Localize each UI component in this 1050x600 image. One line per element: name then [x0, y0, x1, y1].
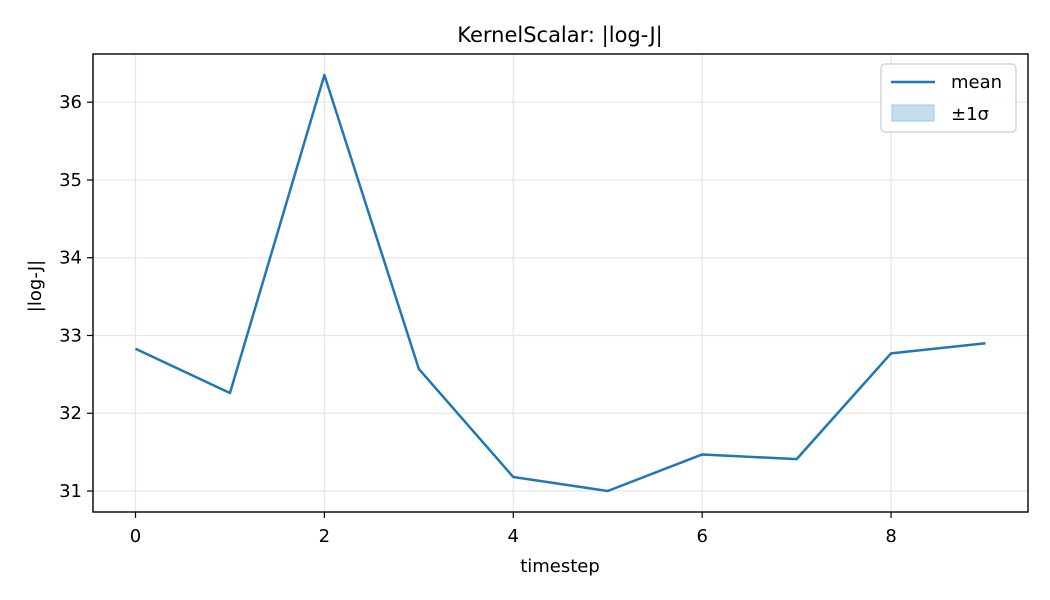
plot-frame [92, 53, 1029, 513]
y-tick-label: 32 [59, 403, 82, 424]
y-tick-label: 35 [59, 170, 82, 191]
y-axis-label: |log-J| [25, 260, 46, 312]
grid [93, 54, 1028, 512]
x-tick-label: 8 [885, 526, 896, 547]
legend-band-label: ±1σ [951, 104, 989, 125]
x-tick-label: 6 [696, 526, 707, 547]
chart-title: KernelScalar: |log-J| [457, 23, 663, 48]
x-tick-label: 4 [508, 526, 519, 547]
x-tick-label: 2 [319, 526, 330, 547]
series-line-mean [134, 73, 986, 493]
legend-mean-label: mean [951, 72, 1002, 93]
x-tick-label: 0 [130, 526, 141, 547]
legend: mean ±1σ [880, 63, 1017, 133]
y-tick-label: 33 [59, 325, 82, 346]
plot-area [134, 73, 986, 493]
legend-band-swatch [891, 104, 935, 122]
y-tick-label: 34 [59, 248, 82, 269]
x-axis-label: timestep [520, 556, 600, 577]
y-tick-label: 36 [59, 92, 82, 113]
y-axis-ticks: 31 32 33 34 35 36 [59, 92, 93, 502]
y-tick-label: 31 [59, 481, 82, 502]
x-axis-ticks: 0 2 4 6 8 [130, 512, 897, 547]
